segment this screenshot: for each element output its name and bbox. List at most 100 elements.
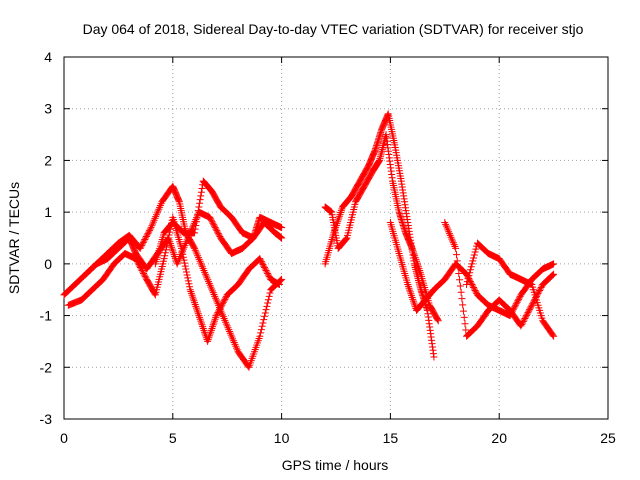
data-point <box>470 283 478 291</box>
data-point <box>462 326 470 334</box>
data-point <box>137 243 145 251</box>
data-point <box>264 269 272 277</box>
data-point <box>260 262 268 270</box>
data-point <box>192 221 200 229</box>
data-point <box>461 320 469 328</box>
data-point <box>141 272 149 280</box>
data-point <box>261 265 269 273</box>
y-tick-label: 3 <box>44 101 52 117</box>
data-point <box>550 270 558 278</box>
data-point <box>537 283 545 291</box>
data-point <box>515 295 523 303</box>
x-tick-label: 20 <box>491 430 507 446</box>
data-point <box>256 332 264 340</box>
data-point <box>472 245 480 253</box>
data-point <box>146 225 154 233</box>
data-point <box>257 329 265 337</box>
data-point <box>216 304 224 312</box>
y-tick-label: -3 <box>40 411 53 427</box>
data-point <box>278 234 286 242</box>
data-point <box>194 210 202 218</box>
data-point <box>467 263 475 271</box>
data-point <box>185 280 193 288</box>
data-point <box>455 269 463 277</box>
series-pass-i <box>463 239 558 340</box>
data-point <box>138 241 146 249</box>
data-point <box>522 313 530 321</box>
data-point <box>144 230 152 238</box>
data-point <box>182 265 190 273</box>
data-point <box>465 272 473 280</box>
y-tick-label: 2 <box>44 152 52 168</box>
y-tick-label: 0 <box>44 256 52 272</box>
data-point <box>514 297 522 305</box>
data-point <box>194 207 202 215</box>
data-point <box>454 263 462 271</box>
data-point <box>193 214 201 222</box>
data-point <box>258 322 266 330</box>
data-point <box>186 283 194 291</box>
data-point <box>519 319 527 327</box>
series-pass-f <box>321 131 442 325</box>
data-point <box>452 251 460 259</box>
data-point <box>459 301 467 309</box>
data-point <box>472 288 480 296</box>
data-point <box>196 196 204 204</box>
data-point <box>517 322 525 330</box>
data-point <box>257 326 265 334</box>
data-point <box>469 282 477 290</box>
data-point <box>212 225 220 233</box>
data-point <box>548 272 556 280</box>
data-point <box>161 252 169 260</box>
data-point <box>140 269 148 277</box>
y-tick-label: 4 <box>44 49 52 65</box>
data-point <box>161 249 169 257</box>
data-point <box>264 299 272 307</box>
data-point <box>196 199 204 207</box>
data-point <box>210 222 218 230</box>
data-point <box>529 300 537 308</box>
data-point <box>513 298 521 306</box>
data-point <box>463 281 471 289</box>
data-point <box>511 303 519 311</box>
data-point <box>184 277 192 285</box>
data-point <box>457 288 465 296</box>
data-point <box>261 309 269 317</box>
data-point <box>536 286 544 294</box>
data-point <box>259 319 267 327</box>
data-point <box>261 312 269 320</box>
data-point <box>191 229 199 237</box>
data-point <box>512 301 520 309</box>
data-point <box>523 310 531 318</box>
series-pass-h <box>441 218 558 340</box>
data-point <box>524 309 532 317</box>
data-point <box>469 257 477 265</box>
data-point <box>215 231 223 239</box>
data-point <box>342 235 350 243</box>
data-point <box>549 271 557 279</box>
data-point <box>214 228 222 236</box>
data-point <box>458 295 466 303</box>
data-point <box>510 304 518 312</box>
data-point <box>549 331 557 339</box>
data-point <box>536 285 544 293</box>
data-point <box>466 266 474 274</box>
data-point <box>142 234 150 242</box>
x-tick-label: 5 <box>169 430 177 446</box>
data-point <box>266 289 274 297</box>
data-point <box>221 295 229 303</box>
data-point <box>519 317 527 325</box>
data-point <box>459 307 467 315</box>
data-point <box>464 275 472 283</box>
data-point <box>515 294 523 302</box>
data-point <box>197 192 205 200</box>
data-point <box>467 279 475 287</box>
data-point <box>208 218 216 226</box>
y-axis: -3 -2 -1 0 1 2 3 4 <box>40 49 608 427</box>
data-point <box>215 306 223 314</box>
data-point <box>257 256 265 264</box>
data-point <box>534 289 542 297</box>
data-point <box>259 261 267 269</box>
x-axis: 0 5 10 15 20 25 <box>60 57 616 446</box>
